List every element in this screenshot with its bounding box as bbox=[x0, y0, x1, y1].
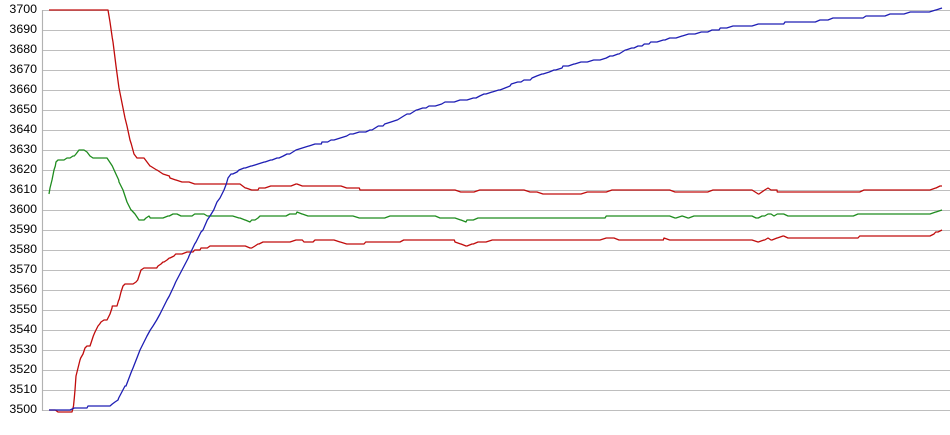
svg-text:3610: 3610 bbox=[9, 182, 37, 196]
svg-text:3680: 3680 bbox=[9, 42, 37, 56]
svg-text:3530: 3530 bbox=[9, 342, 37, 356]
svg-text:3590: 3590 bbox=[9, 222, 37, 236]
svg-text:3600: 3600 bbox=[9, 202, 37, 216]
svg-text:3510: 3510 bbox=[9, 382, 37, 396]
svg-text:3540: 3540 bbox=[9, 322, 37, 336]
svg-text:3690: 3690 bbox=[9, 22, 37, 36]
svg-text:3650: 3650 bbox=[9, 102, 37, 116]
svg-text:3500: 3500 bbox=[9, 402, 37, 416]
svg-text:3630: 3630 bbox=[9, 142, 37, 156]
svg-text:3520: 3520 bbox=[9, 362, 37, 376]
svg-text:3560: 3560 bbox=[9, 282, 37, 296]
svg-text:3570: 3570 bbox=[9, 262, 37, 276]
svg-text:3660: 3660 bbox=[9, 82, 37, 96]
svg-text:3580: 3580 bbox=[9, 242, 37, 256]
svg-text:3550: 3550 bbox=[9, 302, 37, 316]
svg-text:3700: 3700 bbox=[9, 2, 37, 16]
svg-text:3640: 3640 bbox=[9, 122, 37, 136]
svg-text:3620: 3620 bbox=[9, 162, 37, 176]
svg-text:3670: 3670 bbox=[9, 62, 37, 76]
